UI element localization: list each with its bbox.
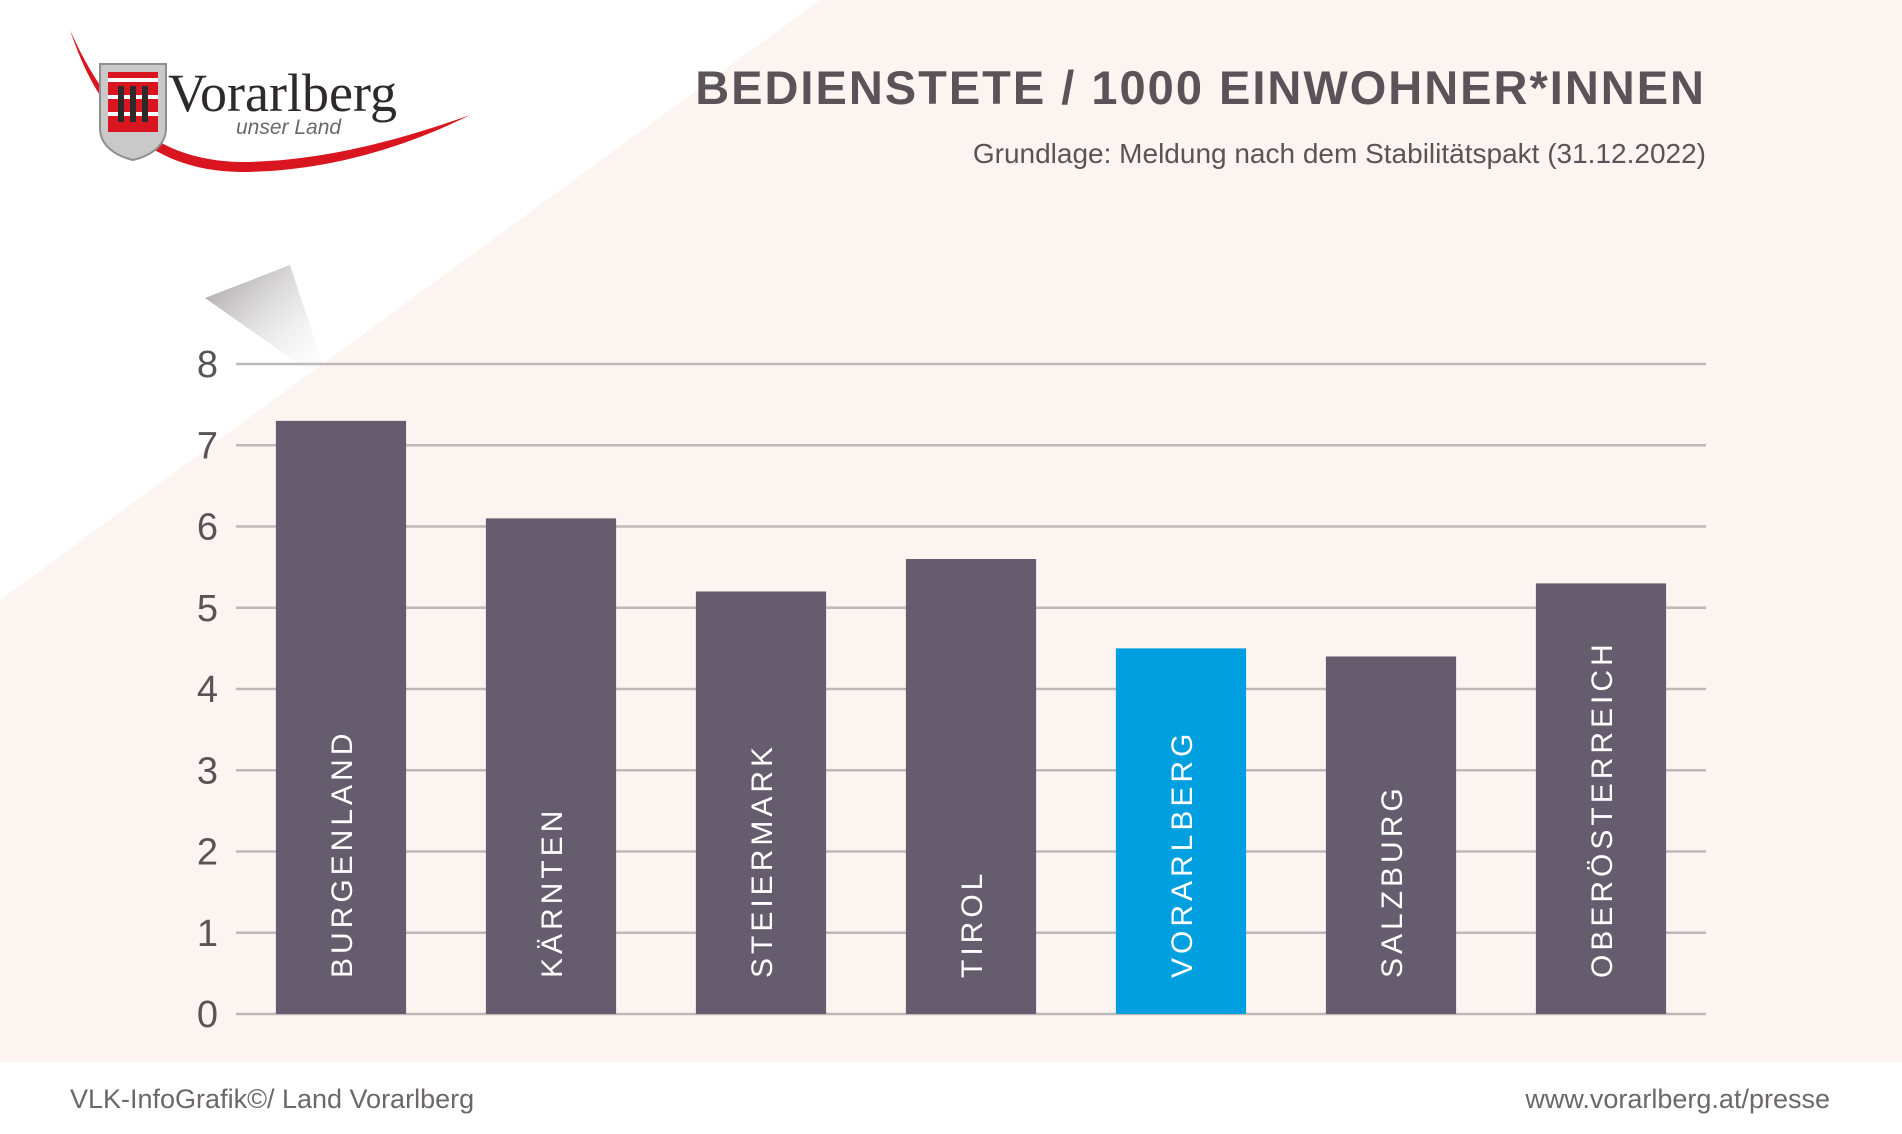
bar-burgenland [275, 420, 407, 1014]
bars [275, 420, 1667, 1014]
corner-panel [0, 0, 820, 600]
logo-tagline: unser Land [236, 116, 342, 139]
bar-label: STEIERMARK [746, 743, 779, 978]
bar-label: OBERÖSTERREICH [1586, 640, 1619, 978]
corner-shadow [205, 265, 330, 386]
y-tick-label: 8 [197, 344, 218, 386]
bar-steiermark [695, 591, 827, 1014]
page-title: BEDIENSTETE / 1000 EINWOHNER*INNEN [695, 61, 1706, 114]
footer-credit: VLK-InfoGrafik©/ Land Vorarlberg [70, 1084, 475, 1114]
footer-bar [0, 1062, 1902, 1134]
bar-kärnten [485, 518, 617, 1014]
bar-oberösterreich [1535, 583, 1667, 1014]
logo-wordmark: Vorarlberg [168, 63, 397, 123]
y-tick-label: 0 [197, 994, 218, 1036]
y-tick-label: 4 [197, 669, 218, 711]
page-subtitle: Grundlage: Meldung nach dem Stabilitätsp… [972, 138, 1706, 169]
bar-tirol [905, 559, 1037, 1014]
y-axis-labels: 0 1 2 3 4 5 6 7 8 [197, 344, 218, 1036]
y-tick-label: 1 [197, 913, 218, 955]
bar-label: SALZBURG [1376, 784, 1409, 978]
bar-salzburg [1325, 656, 1457, 1014]
bar-label: TIROL [956, 870, 989, 978]
footer-link[interactable]: www.vorarlberg.at/presse [1525, 1084, 1830, 1114]
y-tick-label: 6 [197, 507, 218, 549]
bar-label: VORARLBERG [1166, 730, 1199, 978]
bar-label: KÄRNTEN [536, 807, 569, 978]
y-tick-label: 5 [197, 588, 218, 630]
bar-label: BURGENLAND [326, 730, 359, 978]
bar-labels: BURGENLAND KÄRNTEN STEIERMARK TIROL VORARLBE… [326, 640, 1619, 978]
y-tick-label: 3 [197, 750, 218, 792]
vorarlberg-coat-of-arms-icon [99, 63, 167, 162]
y-tick-label: 2 [197, 832, 218, 874]
bar-vorarlberg [1115, 648, 1247, 1014]
y-tick-label: 7 [197, 425, 218, 467]
